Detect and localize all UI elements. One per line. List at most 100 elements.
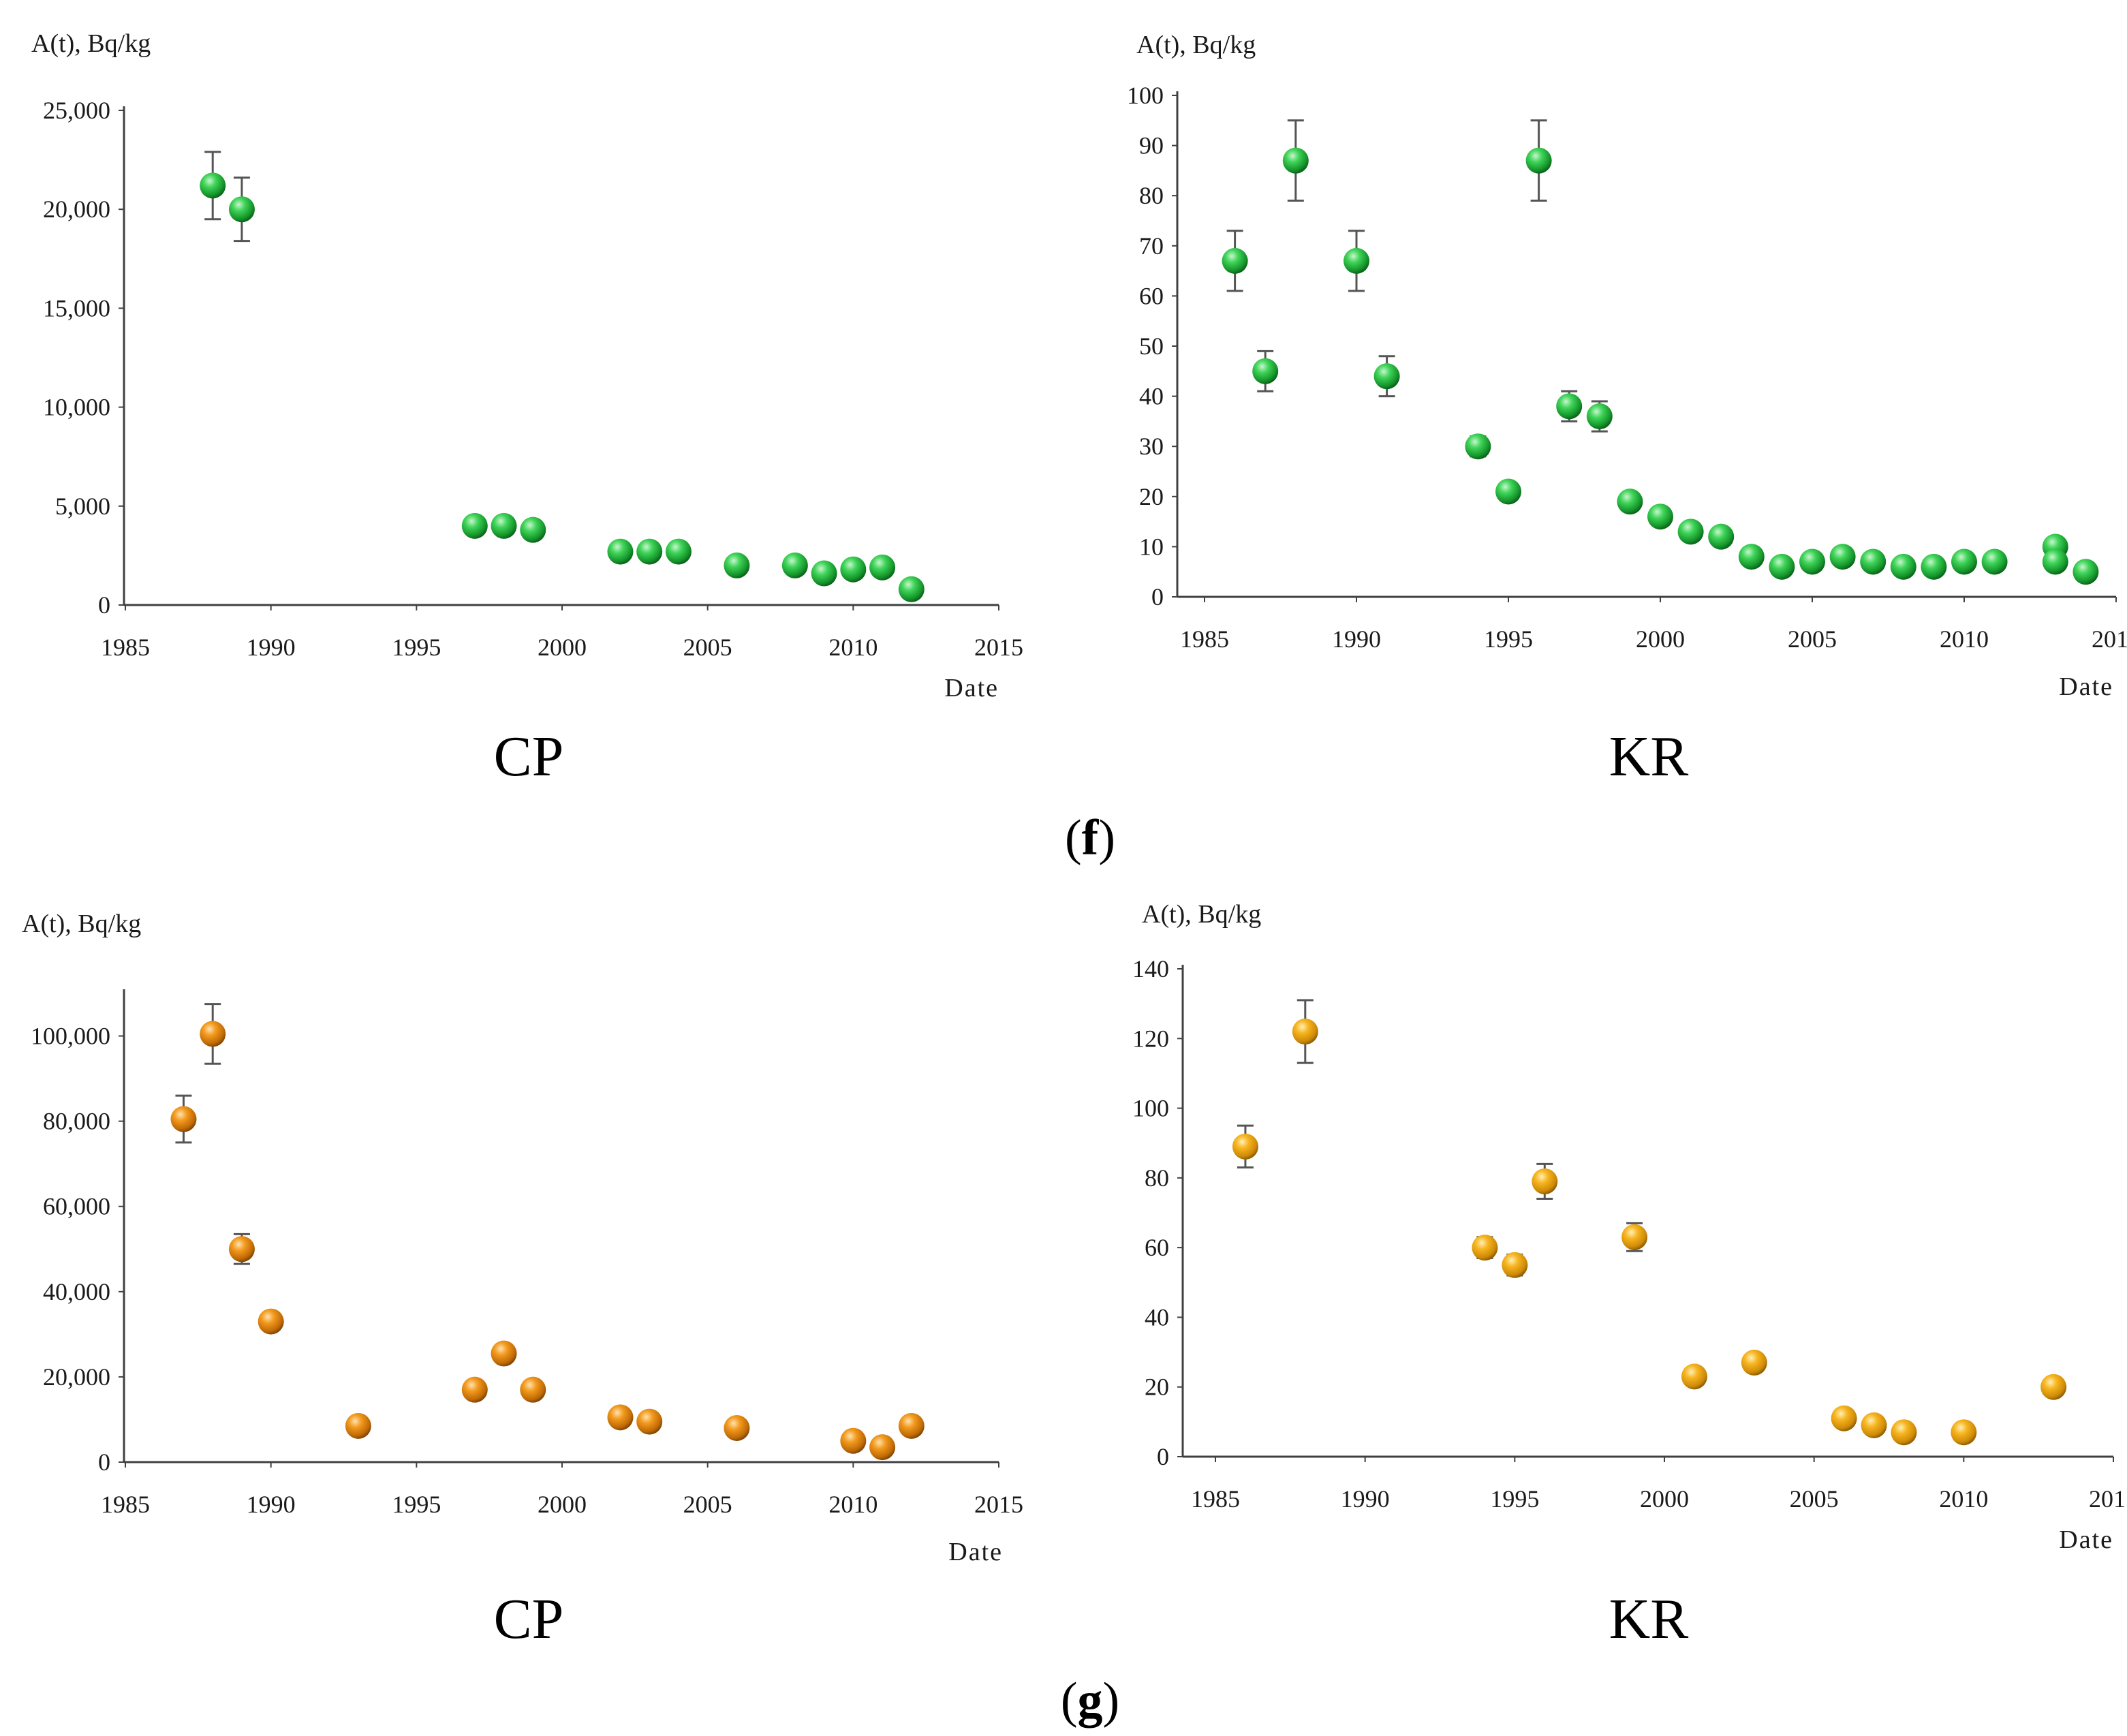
chart-g-kr: A(t), Bq/kg 0 20 40 60 80 100 120 140 1985 1990 19… xyxy=(1132,900,2127,1651)
data-point xyxy=(1252,358,1279,384)
x-tick-label: 2015 xyxy=(2092,625,2127,653)
x-tick-label: 2015 xyxy=(974,1491,1023,1518)
data-point xyxy=(840,1427,867,1454)
data-point xyxy=(1465,433,1491,460)
data-point xyxy=(1829,544,1856,570)
x-tick-label: 2000 xyxy=(1640,1485,1689,1513)
x-axis-label: Date xyxy=(2059,1525,2113,1554)
panel-label-open: ( xyxy=(1065,810,1082,866)
data-point xyxy=(1741,1349,1767,1376)
data-point xyxy=(170,1106,197,1132)
data-point xyxy=(724,552,750,578)
x-tick-label: 2005 xyxy=(1788,625,1837,653)
data-point xyxy=(461,1376,488,1403)
data-point xyxy=(636,538,663,565)
data-point xyxy=(1891,1419,1917,1446)
data-point xyxy=(1831,1405,1857,1431)
data-point xyxy=(1232,1133,1258,1160)
data-point xyxy=(840,556,867,583)
data-point xyxy=(491,512,517,539)
data-point xyxy=(228,196,255,223)
x-tick-label: 1985 xyxy=(1180,625,1229,653)
panel-label-g: (g) xyxy=(1061,1673,1119,1729)
data-point xyxy=(869,554,896,580)
data-point xyxy=(781,552,808,578)
data-point xyxy=(520,516,546,543)
chart-g-cp: A(t), Bq/kg 0 20,000 40,000 60,000 80,000 100… xyxy=(22,910,1023,1651)
chart-f-kr-marks: 0 10 20 30 40 50 60 70 80 90 100 1985 1990 1995 2000 20… xyxy=(1127,82,2127,653)
data-point xyxy=(345,1412,371,1439)
y-tick-label: 80 xyxy=(1139,182,1164,209)
data-point xyxy=(1921,553,1947,580)
x-tick-label: 1990 xyxy=(1341,1485,1390,1513)
y-axis-label: A(t), Bq/kg xyxy=(22,910,141,938)
data-point xyxy=(1769,553,1795,580)
y-tick-label: 80,000 xyxy=(43,1108,110,1135)
data-point xyxy=(2040,1374,2067,1400)
x-tick-label: 2010 xyxy=(1940,625,1989,653)
data-point xyxy=(1344,247,1369,274)
y-tick-label: 0 xyxy=(1157,1443,1169,1470)
y-tick-label: 70 xyxy=(1139,232,1164,260)
data-point xyxy=(1981,548,2008,575)
y-tick-label: 20 xyxy=(1145,1374,1169,1401)
data-point xyxy=(1586,403,1613,430)
data-point xyxy=(1292,1019,1318,1045)
data-point xyxy=(1472,1235,1498,1261)
data-point xyxy=(1495,478,1521,505)
y-tick-label: 10,000 xyxy=(43,394,110,421)
x-tick-label: 2010 xyxy=(828,1491,878,1518)
y-tick-label: 90 xyxy=(1139,132,1164,159)
data-point xyxy=(461,512,488,539)
x-tick-label: 1995 xyxy=(392,1491,441,1518)
data-point xyxy=(1525,147,1552,174)
x-tick-label: 2005 xyxy=(683,1491,732,1518)
data-point xyxy=(1951,548,1977,575)
x-tick-label: 1995 xyxy=(392,634,441,661)
x-axis-label: Date xyxy=(948,1538,1003,1566)
y-tick-label: 60,000 xyxy=(43,1193,110,1220)
data-point xyxy=(1890,553,1916,580)
y-axis-label: A(t), Bq/kg xyxy=(1142,900,1261,929)
chart-title: KR xyxy=(1609,1587,1689,1651)
y-tick-label: 0 xyxy=(98,1448,110,1476)
y-axis-label: A(t), Bq/kg xyxy=(1136,31,1256,59)
panel-label-close: ) xyxy=(1103,1673,1120,1729)
y-tick-label: 60 xyxy=(1145,1234,1169,1261)
chart-f-kr: A(t), Bq/kg 0 10 20 30 40 50 60 70 80 90 100 1985 19… xyxy=(1127,31,2127,788)
data-point xyxy=(665,538,692,565)
data-point xyxy=(520,1376,546,1403)
chart-title: CP xyxy=(494,725,564,788)
x-axis-label: Date xyxy=(944,674,999,702)
data-point xyxy=(898,576,925,602)
y-tick-label: 100 xyxy=(1127,82,1164,109)
y-tick-label: 5,000 xyxy=(55,493,110,520)
chart-title: CP xyxy=(494,1587,564,1651)
x-tick-label: 2005 xyxy=(683,634,732,661)
data-point xyxy=(491,1340,517,1367)
x-tick-label: 1990 xyxy=(1332,625,1381,653)
data-point xyxy=(1282,147,1309,174)
data-point xyxy=(1861,1412,1887,1438)
y-tick-label: 80 xyxy=(1145,1164,1169,1192)
x-tick-label: 2005 xyxy=(1790,1485,1839,1513)
y-tick-label: 20,000 xyxy=(43,196,110,223)
x-tick-label: 2000 xyxy=(538,634,587,661)
y-tick-label: 40,000 xyxy=(43,1278,110,1305)
y-tick-label: 100,000 xyxy=(31,1023,110,1050)
x-tick-label: 2010 xyxy=(1939,1485,1988,1513)
data-point xyxy=(898,1412,925,1439)
y-tick-label: 50 xyxy=(1139,332,1164,360)
y-tick-label: 60 xyxy=(1139,282,1164,309)
y-tick-label: 40 xyxy=(1139,383,1164,410)
data-point xyxy=(1708,523,1735,550)
data-point xyxy=(724,1414,750,1441)
data-point xyxy=(1502,1252,1528,1278)
panel-label-open: ( xyxy=(1061,1673,1078,1729)
data-point xyxy=(1860,548,1887,575)
data-point xyxy=(258,1308,284,1335)
data-point xyxy=(1681,1363,1707,1390)
x-tick-label: 1985 xyxy=(101,1491,150,1518)
data-point xyxy=(2072,559,2099,585)
